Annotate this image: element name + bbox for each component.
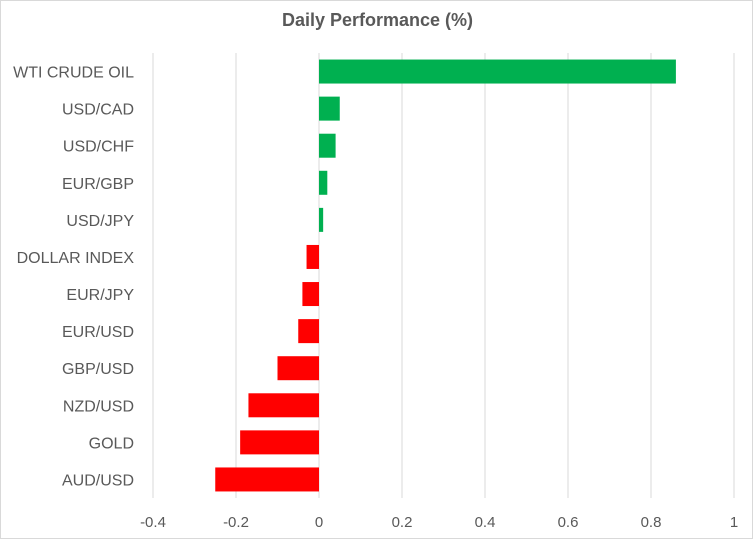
bar	[298, 319, 319, 344]
category-label: WTI CRUDE OIL	[13, 65, 134, 82]
bar	[319, 59, 676, 84]
x-tick-label: 0	[315, 514, 323, 531]
x-tick-label: 0.8	[641, 514, 662, 531]
category-label: USD/JPY	[66, 213, 134, 230]
bar	[319, 96, 340, 121]
category-label: NZD/USD	[63, 398, 134, 415]
bar	[319, 133, 336, 158]
bar	[306, 244, 319, 269]
x-tick-label: -0.2	[223, 514, 249, 531]
bar	[248, 393, 319, 418]
bar	[240, 430, 319, 455]
bar	[302, 282, 319, 307]
bar	[215, 467, 319, 492]
x-tick-label: 0.6	[558, 514, 579, 531]
chart-title: Daily Performance (%)	[281, 10, 474, 30]
x-tick-label: 0.2	[392, 514, 413, 531]
x-tick-label: 1	[730, 514, 738, 531]
x-tick-label: -0.4	[140, 514, 166, 531]
category-label: AUD/USD	[62, 472, 134, 489]
category-label: DOLLAR INDEX	[17, 250, 135, 267]
bar	[319, 207, 324, 232]
x-tick-label: 0.4	[475, 514, 496, 531]
category-label: GBP/USD	[62, 361, 134, 378]
category-label: EUR/GBP	[62, 176, 134, 193]
category-label: EUR/JPY	[66, 287, 134, 304]
category-label: GOLD	[89, 435, 134, 452]
category-label: EUR/USD	[62, 324, 134, 341]
category-label: USD/CAD	[62, 102, 134, 119]
category-label: USD/CHF	[63, 139, 134, 156]
bar	[319, 170, 328, 195]
bar	[277, 356, 319, 381]
